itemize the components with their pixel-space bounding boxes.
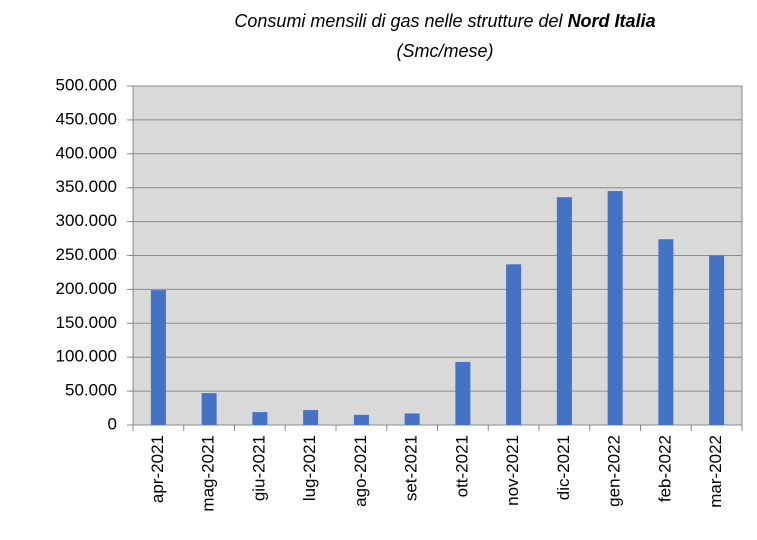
x-tick-label: nov-2021 — [503, 435, 522, 506]
bar — [556, 197, 572, 425]
chart-title: Consumi mensili di gas nelle strutture d… — [234, 11, 563, 31]
bar — [709, 255, 725, 425]
x-tick-label: apr-2021 — [148, 435, 167, 503]
y-tick-label: 250.000 — [56, 245, 117, 264]
x-tick-label: ago-2021 — [351, 435, 370, 507]
chart-subtitle: (Smc/mese) — [396, 41, 493, 61]
x-tick-label: giu-2021 — [249, 435, 268, 501]
y-tick-label: 300.000 — [56, 211, 117, 230]
x-tick-label: dic-2021 — [554, 435, 573, 500]
y-tick-label: 400.000 — [56, 143, 117, 162]
x-tick-label: ott-2021 — [452, 435, 471, 497]
bar — [150, 290, 166, 425]
y-tick-label: 500.000 — [56, 75, 117, 94]
y-tick-label: 100.000 — [56, 347, 117, 366]
y-tick-label: 0 — [108, 414, 117, 433]
bar — [506, 264, 522, 425]
y-tick-label: 150.000 — [56, 313, 117, 332]
x-tick-label: lug-2021 — [300, 435, 319, 501]
bar — [455, 361, 471, 425]
bar — [607, 191, 623, 425]
bar — [252, 412, 268, 425]
x-tick-label: gen-2022 — [605, 435, 624, 507]
bar — [303, 410, 319, 425]
x-tick-label: feb-2022 — [655, 435, 674, 502]
bar — [404, 413, 420, 425]
y-tick-label: 200.000 — [56, 279, 117, 298]
y-tick-label: 50.000 — [65, 381, 117, 400]
y-tick-label: 450.000 — [56, 109, 117, 128]
bar — [353, 414, 369, 425]
chart-title-line: Consumi mensili di gas nelle strutture d… — [234, 11, 655, 31]
bar — [201, 393, 217, 425]
chart-title-bold: Nord Italia — [568, 11, 656, 31]
bar — [658, 239, 674, 425]
x-tick-label: mag-2021 — [199, 435, 218, 512]
x-tick-label: set-2021 — [402, 435, 421, 501]
y-tick-label: 350.000 — [56, 177, 117, 196]
x-tick-label: mar-2022 — [706, 435, 725, 508]
